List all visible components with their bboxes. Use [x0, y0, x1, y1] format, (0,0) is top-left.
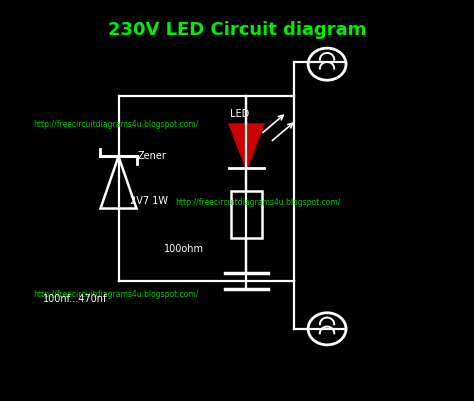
Polygon shape	[229, 124, 264, 168]
Text: http://freecircuitdiagrams4u.blogspot.com/: http://freecircuitdiagrams4u.blogspot.co…	[33, 290, 199, 299]
Text: 230V LED Circuit diagram: 230V LED Circuit diagram	[108, 21, 366, 39]
Text: Zener: Zener	[137, 152, 166, 161]
Text: LED: LED	[230, 109, 249, 119]
Text: 100nf...470nf: 100nf...470nf	[43, 294, 107, 304]
Text: http://freecircuitdiagrams4u.blogspot.com/: http://freecircuitdiagrams4u.blogspot.co…	[175, 198, 341, 207]
Text: 100ohm: 100ohm	[164, 244, 203, 253]
Bar	[231, 191, 262, 238]
Text: http://freecircuitdiagrams4u.blogspot.com/: http://freecircuitdiagrams4u.blogspot.co…	[33, 120, 199, 129]
Text: 2V7 1W: 2V7 1W	[130, 196, 168, 205]
